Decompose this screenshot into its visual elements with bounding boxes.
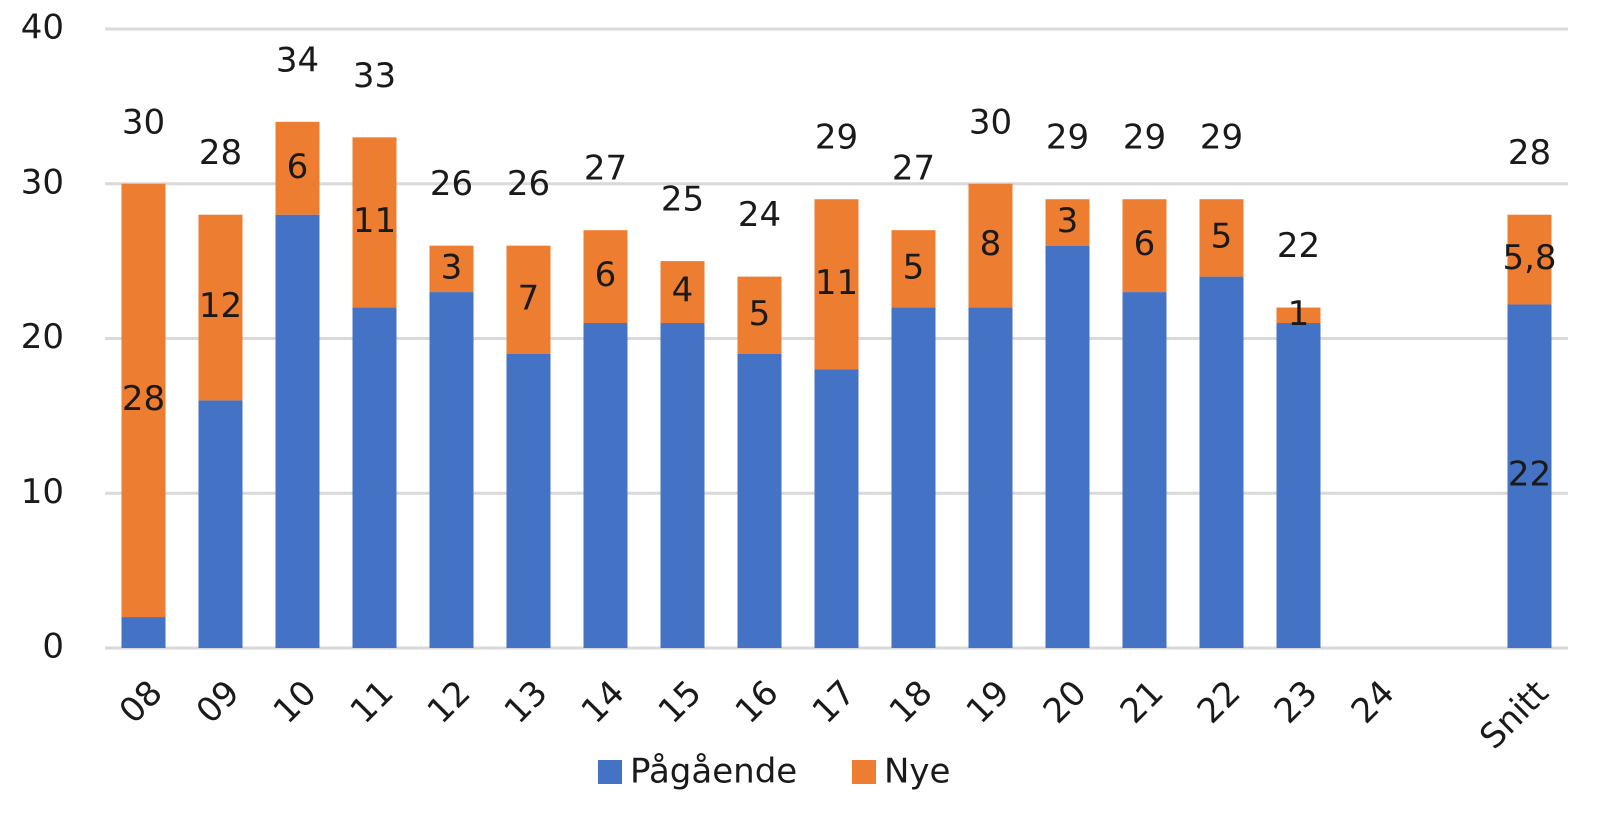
bar-segment <box>968 183 1013 308</box>
bar-segment <box>1122 199 1167 293</box>
bar-segment <box>814 369 859 648</box>
data-label: 7 <box>518 278 540 318</box>
y-tick-label: 0 <box>42 627 64 667</box>
bar-segment <box>814 199 859 370</box>
data-label: 8 <box>980 224 1002 264</box>
bar-segment <box>506 353 551 648</box>
x-tick-label: 10 <box>266 673 325 732</box>
bar-segment <box>583 230 628 324</box>
x-tick-label: 15 <box>651 673 710 732</box>
data-label: 5,8 <box>1502 238 1556 278</box>
x-tick-label: 22 <box>1190 673 1249 732</box>
total-label: 22 <box>1277 226 1320 266</box>
bar-segment <box>891 230 936 308</box>
total-label: 26 <box>507 164 550 204</box>
bar-segment <box>275 121 320 215</box>
bar-segment <box>352 307 397 648</box>
bar-segment <box>891 307 936 648</box>
legend-label: Pågående <box>630 752 797 792</box>
x-tick-label: 13 <box>497 673 556 732</box>
legend-swatch <box>852 760 876 784</box>
x-tick-label: 12 <box>420 673 479 732</box>
bar-segment <box>506 245 551 354</box>
data-label: 3 <box>1057 201 1079 241</box>
bar-segment <box>429 292 474 648</box>
bar-segment <box>1199 199 1244 277</box>
legend-label: Nye <box>884 752 950 792</box>
total-label: 24 <box>738 195 781 235</box>
data-label: 22 <box>1508 455 1551 495</box>
x-tick-label: 09 <box>189 673 248 732</box>
x-tick-label: 24 <box>1344 673 1403 732</box>
bar-segment <box>1045 245 1090 648</box>
total-label: 27 <box>892 149 935 189</box>
x-tick-label: 11 <box>343 673 402 732</box>
total-label: 29 <box>1123 118 1166 158</box>
x-tick-label: 21 <box>1113 673 1172 732</box>
bar-segment <box>275 214 320 648</box>
data-label: 1 <box>1288 294 1310 334</box>
total-label: 29 <box>1046 118 1089 158</box>
bar-segment <box>737 353 782 648</box>
data-label: 6 <box>595 255 617 295</box>
data-label: 28 <box>122 379 165 419</box>
y-tick-label: 10 <box>21 472 64 512</box>
legend-swatch <box>598 760 622 784</box>
bar-segment <box>198 400 243 648</box>
x-tick-label: 17 <box>805 673 864 732</box>
x-tick-label: 23 <box>1267 673 1326 732</box>
x-tick-label: 08 <box>112 673 171 732</box>
total-label: 34 <box>276 40 319 80</box>
total-label: 28 <box>199 133 242 173</box>
y-tick-label: 30 <box>21 162 64 202</box>
x-tick-label: Snitt <box>1472 673 1556 757</box>
total-label: 29 <box>1200 118 1243 158</box>
y-tick-label: 20 <box>21 317 64 357</box>
bar-segment <box>1507 304 1552 648</box>
bar-segment <box>429 245 474 293</box>
bar-segment <box>352 137 397 308</box>
bar-segment <box>1045 199 1090 246</box>
bar-segment <box>968 307 1013 648</box>
total-label: 25 <box>661 180 704 220</box>
bar-segment <box>1122 292 1167 648</box>
total-label: 33 <box>353 56 396 96</box>
total-label: 28 <box>1508 133 1551 173</box>
x-tick-label: 19 <box>959 673 1018 732</box>
bar-segment <box>583 323 628 648</box>
x-tick-label: 18 <box>882 673 941 732</box>
bar-segment <box>660 261 705 324</box>
data-label: 6 <box>1134 224 1156 264</box>
data-label: 5 <box>1211 216 1233 256</box>
x-tick-label: 20 <box>1036 673 1095 732</box>
bar-segment <box>1199 276 1244 648</box>
total-label: 30 <box>122 102 165 142</box>
bar-segment <box>1507 214 1552 305</box>
bar-segment <box>737 276 782 354</box>
data-label: 3 <box>441 247 463 287</box>
data-label: 11 <box>353 201 396 241</box>
total-label: 29 <box>815 118 858 158</box>
bar-segment <box>1276 307 1321 324</box>
data-label: 12 <box>199 286 242 326</box>
y-tick-label: 40 <box>21 8 64 48</box>
bar-segment <box>660 323 705 648</box>
bar-segment <box>121 183 166 618</box>
data-label: 5 <box>903 247 925 287</box>
total-label: 26 <box>430 164 473 204</box>
bar-segment <box>1276 323 1321 648</box>
x-tick-label: 16 <box>728 673 787 732</box>
data-label: 4 <box>672 271 694 311</box>
bar-segment <box>198 214 243 401</box>
data-label: 11 <box>815 263 858 303</box>
total-label: 30 <box>969 102 1012 142</box>
data-label: 6 <box>287 147 309 187</box>
data-label: 5 <box>749 294 771 334</box>
x-tick-label: 14 <box>574 673 633 732</box>
total-label: 27 <box>584 149 627 189</box>
bar-segment <box>121 617 166 648</box>
